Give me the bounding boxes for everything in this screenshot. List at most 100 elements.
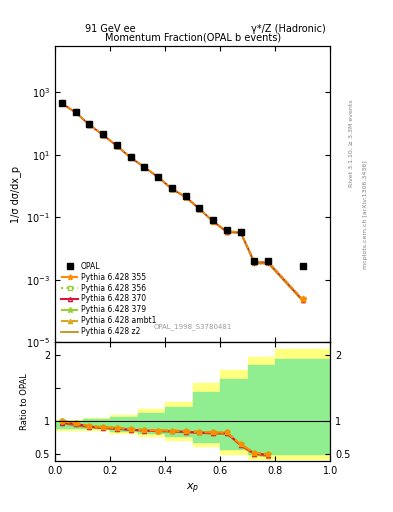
Pythia 6.428 370: [73, 110, 78, 116]
Pythia 6.428 ambt1: [115, 143, 119, 149]
Pythia 6.428 356: [225, 228, 230, 234]
Pythia 6.428 355: [300, 296, 305, 302]
Pythia 6.428 ambt1: [142, 164, 147, 170]
Pythia 6.428 356: [197, 205, 202, 211]
Pythia 6.428 356: [60, 100, 64, 106]
Pythia 6.428 ambt1: [225, 229, 230, 235]
Text: mcplots.cern.ch [arXiv:1306.3436]: mcplots.cern.ch [arXiv:1306.3436]: [363, 161, 368, 269]
Pythia 6.428 379: [115, 143, 119, 149]
Pythia 6.428 355: [129, 154, 133, 160]
Y-axis label: Ratio to OPAL: Ratio to OPAL: [20, 373, 29, 430]
Pythia 6.428 379: [87, 121, 92, 127]
Pythia 6.428 370: [170, 186, 174, 192]
Pythia 6.428 379: [60, 100, 64, 106]
Pythia 6.428 ambt1: [129, 155, 133, 161]
Pythia 6.428 355: [170, 185, 174, 191]
Y-axis label: 1/σ dσ/dx_p: 1/σ dσ/dx_p: [10, 165, 20, 223]
Pythia 6.428 370: [115, 143, 119, 149]
Pythia 6.428 379: [266, 259, 271, 265]
Pythia 6.428 ambt1: [156, 174, 161, 180]
Pythia 6.428 379: [101, 132, 105, 138]
Line: Pythia 6.428 356: Pythia 6.428 356: [60, 101, 305, 301]
Pythia 6.428 z2: [115, 143, 119, 150]
Pythia 6.428 379: [184, 194, 188, 200]
Pythia 6.428 379: [239, 229, 243, 235]
Pythia 6.428 370: [101, 132, 105, 138]
Pythia 6.428 370: [211, 218, 216, 224]
Pythia 6.428 370: [142, 164, 147, 170]
Pythia 6.428 356: [184, 194, 188, 200]
Pythia 6.428 379: [142, 164, 147, 170]
Pythia 6.428 355: [225, 228, 230, 234]
Pythia 6.428 ambt1: [197, 206, 202, 212]
Pythia 6.428 355: [239, 229, 243, 235]
Pythia 6.428 370: [60, 100, 64, 106]
Text: 91 GeV ee: 91 GeV ee: [85, 24, 135, 34]
Pythia 6.428 z2: [129, 155, 133, 161]
Pythia 6.428 370: [225, 228, 230, 234]
Pythia 6.428 z2: [142, 164, 147, 170]
Text: Rivet 3.1.10, ≥ 3.3M events: Rivet 3.1.10, ≥ 3.3M events: [349, 99, 354, 187]
Pythia 6.428 370: [184, 194, 188, 200]
Pythia 6.428 z2: [266, 261, 271, 267]
Pythia 6.428 ambt1: [87, 122, 92, 128]
Pythia 6.428 ambt1: [252, 260, 257, 266]
Pythia 6.428 356: [129, 154, 133, 160]
Pythia 6.428 z2: [184, 195, 188, 201]
Line: Pythia 6.428 ambt1: Pythia 6.428 ambt1: [60, 101, 305, 303]
Pythia 6.428 356: [211, 218, 216, 224]
Legend: OPAL, Pythia 6.428 355, Pythia 6.428 356, Pythia 6.428 370, Pythia 6.428 379, Py: OPAL, Pythia 6.428 355, Pythia 6.428 356…: [59, 260, 159, 338]
Pythia 6.428 z2: [197, 206, 202, 212]
Pythia 6.428 355: [60, 100, 64, 106]
Pythia 6.428 356: [300, 296, 305, 302]
Pythia 6.428 379: [156, 174, 161, 180]
Text: OPAL_1998_S3780481: OPAL_1998_S3780481: [153, 324, 232, 330]
Pythia 6.428 355: [115, 143, 119, 149]
Pythia 6.428 379: [300, 296, 305, 302]
Pythia 6.428 z2: [211, 219, 216, 225]
Pythia 6.428 379: [129, 154, 133, 160]
Pythia 6.428 355: [101, 132, 105, 138]
Pythia 6.428 356: [266, 259, 271, 265]
Pythia 6.428 356: [239, 229, 243, 235]
Pythia 6.428 379: [170, 185, 174, 191]
Pythia 6.428 379: [225, 228, 230, 234]
X-axis label: $x_p$: $x_p$: [186, 481, 199, 496]
Pythia 6.428 ambt1: [211, 219, 216, 225]
Title: Momentum Fraction(OPAL b events): Momentum Fraction(OPAL b events): [105, 33, 281, 42]
Pythia 6.428 ambt1: [239, 230, 243, 236]
Pythia 6.428 z2: [73, 110, 78, 116]
Line: Pythia 6.428 379: Pythia 6.428 379: [59, 100, 305, 302]
Pythia 6.428 z2: [156, 175, 161, 181]
Line: Pythia 6.428 370: Pythia 6.428 370: [60, 101, 305, 302]
Pythia 6.428 379: [211, 218, 216, 224]
Pythia 6.428 z2: [239, 230, 243, 236]
Pythia 6.428 355: [252, 259, 257, 265]
Pythia 6.428 356: [142, 164, 147, 170]
Pythia 6.428 z2: [170, 186, 174, 193]
Pythia 6.428 356: [101, 132, 105, 138]
Pythia 6.428 z2: [101, 132, 105, 138]
Pythia 6.428 355: [211, 218, 216, 224]
Pythia 6.428 356: [73, 109, 78, 115]
Pythia 6.428 z2: [225, 229, 230, 236]
Pythia 6.428 379: [197, 205, 202, 211]
Pythia 6.428 ambt1: [73, 110, 78, 116]
Line: Pythia 6.428 z2: Pythia 6.428 z2: [62, 103, 303, 301]
Pythia 6.428 355: [266, 259, 271, 265]
Pythia 6.428 370: [197, 206, 202, 212]
Pythia 6.428 355: [197, 205, 202, 211]
Pythia 6.428 356: [170, 185, 174, 191]
Line: Pythia 6.428 355: Pythia 6.428 355: [59, 100, 306, 303]
Pythia 6.428 370: [129, 155, 133, 161]
Pythia 6.428 356: [87, 121, 92, 127]
Pythia 6.428 355: [87, 121, 92, 127]
Pythia 6.428 ambt1: [184, 194, 188, 200]
Pythia 6.428 355: [142, 164, 147, 170]
Pythia 6.428 355: [156, 174, 161, 180]
Pythia 6.428 355: [73, 109, 78, 115]
Pythia 6.428 370: [300, 296, 305, 303]
Pythia 6.428 ambt1: [101, 132, 105, 138]
Pythia 6.428 z2: [300, 298, 305, 304]
Pythia 6.428 356: [252, 259, 257, 265]
